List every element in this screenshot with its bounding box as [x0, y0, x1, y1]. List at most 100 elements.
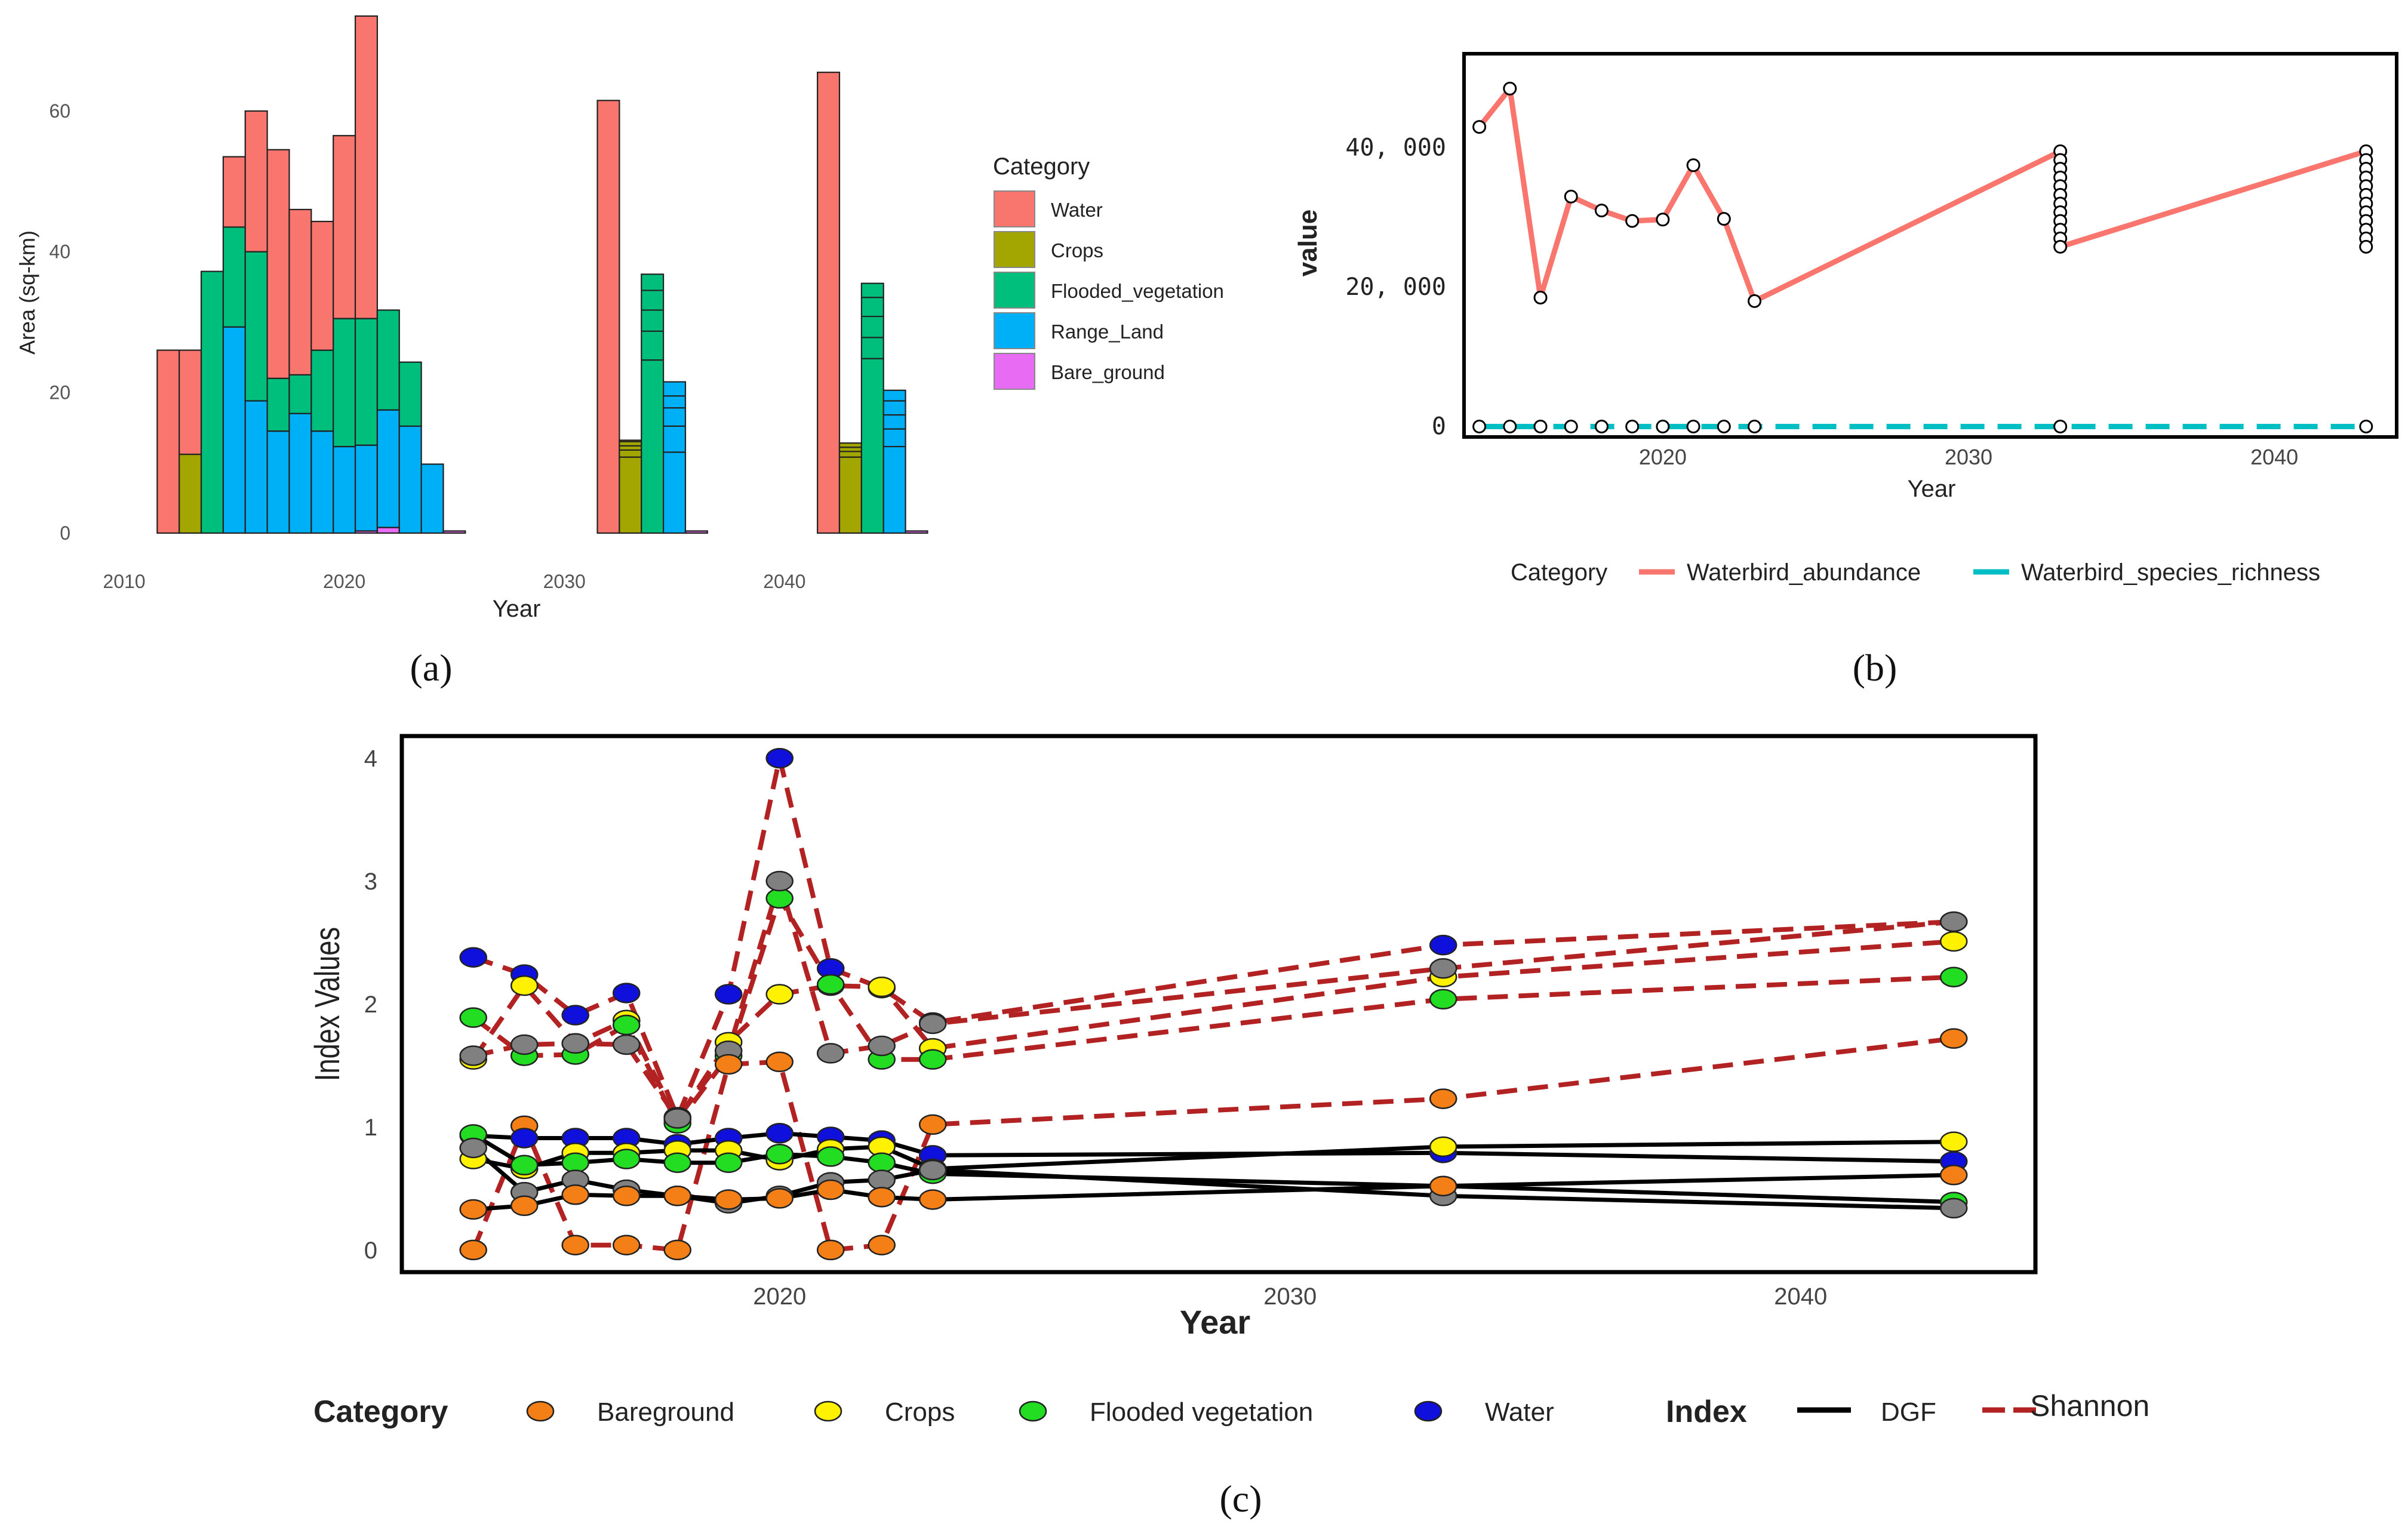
panel-b-x-tick-label: 2040	[2250, 445, 2298, 469]
legend-dot-water	[1414, 1400, 1443, 1422]
bar-2016-flooded-vegetation	[244, 251, 268, 402]
point-shannon-crops	[510, 975, 539, 996]
point-waterbird-species-richness	[1564, 419, 1578, 433]
bar-2036-bare-ground	[684, 530, 708, 534]
legend-swatch-crops	[994, 231, 1035, 268]
legend-label-flooded-vegetation: Flooded vegetation	[1090, 1397, 1313, 1427]
point-waterbird-abundance	[1472, 120, 1487, 134]
bar-2012-water	[156, 349, 180, 534]
point-shannon-bareground	[459, 1239, 487, 1261]
legend-label-crops: Crops	[1051, 239, 1103, 261]
bar-2042-water	[817, 72, 841, 534]
bar-2032-water	[596, 100, 620, 534]
panel-a-x-tick-label: 2030	[543, 571, 586, 592]
bar-2019-range-land	[310, 430, 334, 534]
point-waterbird-species-richness	[1748, 419, 1762, 433]
legend-label-bareground: Bareground	[597, 1397, 734, 1427]
panel-b-legend-title: Category	[1511, 559, 1607, 586]
bar-2020-flooded-vegetation	[333, 318, 356, 448]
point-waterbird-abundance	[1533, 291, 1548, 305]
point-shannon-range-land	[612, 1034, 641, 1055]
panel-c-y-tick-label: 0	[364, 1238, 377, 1264]
panel-c-plot-border	[399, 734, 2038, 1275]
point-waterbird-species-richness	[1472, 419, 1487, 433]
bar-2043-crops	[838, 442, 862, 534]
point-waterbird-abundance	[1625, 214, 1640, 228]
point-shannon-range-land	[663, 1108, 691, 1129]
panel-a-x-tick-label: 2020	[323, 571, 365, 592]
bar-2017-range-land	[266, 430, 290, 534]
point-shannon-bareground	[561, 1235, 589, 1255]
panel-c-ticks-group: 2020 2030 2040 0 1 2 3 4	[364, 746, 1827, 1310]
point-waterbird-species-richness	[1533, 419, 1548, 433]
panel-a-y-tick-label: 20	[49, 381, 70, 403]
bar-2018-water	[288, 208, 312, 375]
legend-label-range-land: Range_Land	[1051, 321, 1164, 343]
panel-c-x-tick-label: 2040	[1774, 1283, 1827, 1310]
bar-2020-water	[333, 135, 356, 319]
point-dgf-bareground	[612, 1186, 641, 1206]
panel-b-y-tick-label: 40, 000	[1345, 134, 1446, 162]
bar-2022-range-land	[376, 409, 400, 528]
point-shannon-bareground	[1429, 1088, 1457, 1109]
point-dgf-bareground	[868, 1187, 896, 1208]
point-dgf-flooded-vegetation	[612, 1149, 641, 1169]
panel-a-y-tick-label: 0	[60, 522, 70, 544]
bar-2045-range-land	[882, 389, 906, 534]
point-shannon-water	[765, 747, 794, 769]
panel-b-lines-group	[1472, 81, 2373, 433]
point-waterbird-species-richness	[2053, 419, 2068, 433]
point-dgf-flooded-vegetation	[561, 1152, 589, 1173]
panel-c-points-group	[459, 747, 1968, 1261]
panel-a-bars-group	[156, 15, 928, 534]
legend-label-crops: Crops	[885, 1397, 955, 1427]
point-shannon-bareground	[1939, 1028, 1968, 1049]
point-dgf-bareground	[561, 1184, 589, 1205]
point-shannon-flooded-vegetation	[816, 974, 845, 995]
panel-a-y-tick-label: 40	[49, 241, 70, 263]
point-dgf-bareground	[459, 1199, 487, 1220]
panel-b-y-axis-label: value	[1293, 210, 1323, 277]
panel-b-caption: (b)	[1853, 647, 1898, 689]
legend-dot-bareground	[526, 1400, 555, 1422]
point-shannon-range-land	[868, 1035, 896, 1057]
point-shannon-bareground	[918, 1114, 947, 1135]
panel-a-x-axis-label: Year	[493, 596, 541, 622]
panel-b-y-tick-label: 0	[1432, 413, 1446, 440]
panel-c-y-tick-label: 4	[364, 746, 377, 772]
point-dgf-bareground	[714, 1189, 743, 1210]
point-dgf-bareground	[918, 1189, 947, 1210]
point-shannon-range-land	[816, 1043, 845, 1064]
panel-a-x-tick-label: 2040	[763, 571, 805, 592]
point-waterbird-abundance	[2359, 239, 2373, 254]
point-waterbird-species-richness	[2359, 419, 2373, 433]
point-dgf-flooded-vegetation	[765, 1144, 794, 1165]
legend-label-waterbird-abundance: Waterbird_abundance	[1687, 559, 1921, 586]
bar-2016-range-land	[244, 400, 268, 534]
panel-a-legend-title: Category	[993, 153, 1090, 180]
point-dgf-range-land	[459, 1137, 487, 1159]
bar-2019-flooded-vegetation	[310, 349, 334, 432]
point-dgf-flooded-vegetation	[816, 1146, 845, 1167]
bar-2025-bare-ground	[442, 530, 466, 534]
point-dgf-bareground	[1939, 1165, 1968, 1186]
legend-label-water: Water	[1485, 1397, 1554, 1427]
panel-c-index-chart: 2020 2030 2040 0 1 2 3 4 Year Index Values Cate…	[309, 734, 2149, 1429]
point-waterbird-species-richness	[1503, 419, 1517, 433]
bar-2016-water	[244, 110, 268, 253]
point-shannon-water	[561, 1005, 589, 1026]
panel-a-x-tick-label: 2010	[103, 571, 145, 592]
bar-2035-range-land	[662, 381, 687, 534]
point-shannon-range-land	[1429, 958, 1457, 979]
point-shannon-water	[714, 984, 743, 1005]
panel-b-legend: Category Waterbird_abundance Waterbird_sp…	[1511, 559, 2320, 586]
point-shannon-range-land	[918, 1013, 947, 1035]
point-shannon-range-land	[561, 1033, 589, 1054]
point-waterbird-species-richness	[1717, 419, 1731, 433]
panel-c-caption: (c)	[1219, 1477, 1262, 1520]
panel-b-line-chart: 2020 2030 2040 0 20, 000 40, 000 Year value C…	[1293, 52, 2398, 586]
point-shannon-bareground	[612, 1235, 641, 1255]
